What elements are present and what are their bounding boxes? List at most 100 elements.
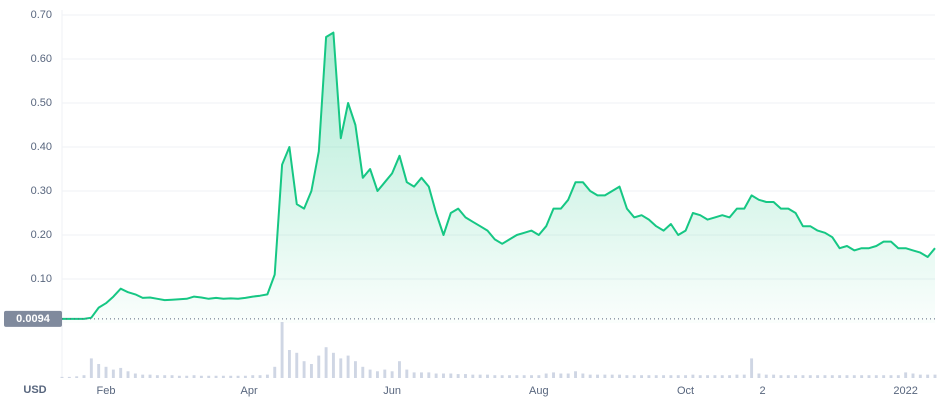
- volume-bar: [368, 369, 372, 378]
- volume-bar: [610, 374, 614, 378]
- volume-bar: [537, 375, 541, 378]
- volume-bar: [544, 373, 548, 378]
- volume-bar: [317, 355, 321, 378]
- volume-bar: [823, 375, 827, 378]
- baseline-label: 0.0094: [16, 313, 51, 325]
- volume-bar: [676, 375, 680, 378]
- volume-bar: [786, 375, 790, 378]
- volume-bar: [207, 375, 211, 378]
- volume-bar: [493, 375, 497, 378]
- volume-bar: [111, 369, 115, 378]
- volume-bar: [735, 374, 739, 378]
- x-tick-label: Aug: [529, 385, 549, 397]
- volume-bar: [794, 375, 798, 378]
- volume-bar: [420, 372, 423, 378]
- volume-bar: [221, 375, 225, 378]
- volume-bar: [265, 374, 269, 378]
- volume-bar: [97, 364, 101, 378]
- volume-bar: [904, 372, 908, 378]
- volume-bar: [603, 374, 607, 378]
- volume-bar: [632, 375, 636, 378]
- volume-bar: [625, 375, 629, 378]
- volume-bar: [911, 373, 915, 378]
- volume-bar: [698, 375, 702, 378]
- volume-bar: [596, 374, 599, 378]
- volume-bar: [728, 375, 732, 378]
- volume-bar: [933, 374, 937, 378]
- volume-bar: [412, 372, 416, 378]
- volume-bar: [280, 322, 284, 378]
- currency-label: USD: [23, 384, 46, 396]
- volume-bar: [442, 373, 445, 378]
- volume-bar: [757, 373, 761, 378]
- volume-bar: [918, 374, 922, 378]
- volume-bar: [199, 375, 203, 378]
- volume-bar: [251, 375, 255, 378]
- volume-bar: [647, 375, 651, 378]
- volume-bar: [691, 374, 695, 378]
- volume-bar: [163, 375, 167, 378]
- volume-bar: [860, 375, 864, 378]
- volume-bar: [82, 375, 86, 378]
- volume-bar: [456, 374, 460, 378]
- volume-bar: [838, 375, 842, 378]
- volume-bar: [361, 366, 365, 378]
- y-tick-label: 0.10: [31, 273, 52, 285]
- volume-bar: [229, 375, 233, 378]
- volume-bar: [170, 375, 174, 378]
- volume-bar: [816, 375, 820, 378]
- x-tick-label: Jun: [383, 385, 401, 397]
- volume-bar: [471, 374, 475, 378]
- volume-bar: [486, 374, 489, 378]
- volume-bar: [684, 375, 688, 378]
- volume-bar: [720, 375, 724, 378]
- baseline-badge: [4, 310, 62, 327]
- volume-bar: [522, 375, 526, 378]
- volume-bar: [258, 375, 262, 378]
- volume-bar: [427, 372, 431, 378]
- volume-bar: [772, 374, 776, 378]
- volume-bar: [808, 375, 812, 378]
- x-tick-label: Apr: [241, 385, 258, 397]
- volume-bar: [214, 375, 218, 378]
- volume-bar: [449, 373, 453, 378]
- volume-bar: [192, 375, 196, 378]
- volume-bar: [287, 350, 291, 378]
- volume-bar: [464, 374, 467, 378]
- volume-bar: [185, 375, 189, 378]
- volume-bar: [852, 375, 856, 378]
- volume-bar: [874, 375, 878, 378]
- volume-bar: [515, 375, 519, 378]
- volume-bar: [889, 375, 893, 378]
- volume-bar: [353, 361, 357, 378]
- x-tick-label: Feb: [97, 385, 116, 397]
- volume-bar: [530, 375, 533, 378]
- volume-bar: [581, 373, 585, 378]
- volume-bar: [324, 347, 328, 378]
- volume-bar: [309, 364, 313, 378]
- volume-bar: [398, 361, 401, 378]
- volume-bar: [654, 375, 658, 378]
- volume-bar: [896, 375, 900, 378]
- volume-bar: [383, 369, 387, 378]
- volume-bar: [60, 376, 64, 378]
- volume-bar: [713, 375, 717, 378]
- volume-bar: [508, 375, 511, 378]
- volume-bar: [177, 375, 181, 378]
- volume-bar: [405, 369, 409, 378]
- y-tick-label: 0.60: [31, 53, 52, 65]
- volume-bar: [273, 366, 277, 378]
- volume-bar: [588, 374, 592, 378]
- volume-bar: [331, 352, 335, 378]
- volume-bar: [552, 372, 555, 378]
- x-tick-label: 2022: [893, 385, 917, 397]
- volume-bar: [339, 358, 343, 378]
- volume-bar: [830, 375, 834, 378]
- volume-bar: [104, 366, 108, 378]
- volume-bar: [89, 358, 93, 378]
- volume-bar: [566, 373, 570, 378]
- volume-bar: [67, 376, 71, 378]
- volume-bar: [390, 371, 394, 378]
- volume-bar: [706, 375, 710, 378]
